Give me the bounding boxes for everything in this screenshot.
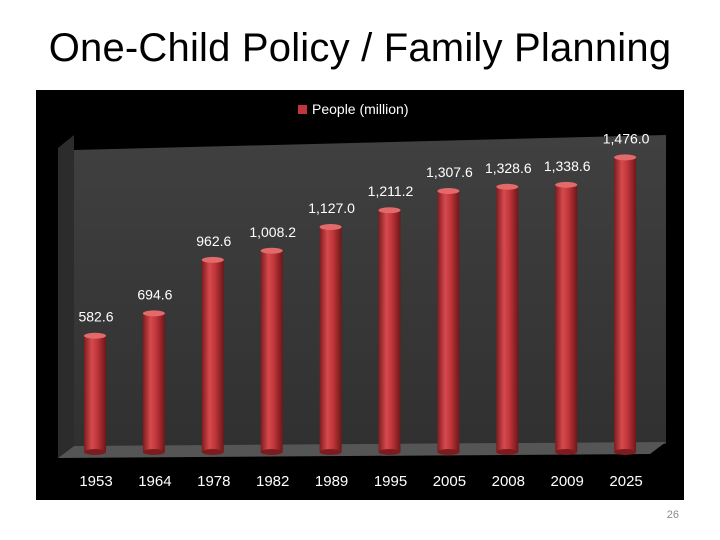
bar-1982 (260, 250, 283, 452)
category-label-2008: 2008 (492, 473, 525, 490)
bar-2008 (496, 186, 519, 452)
slide-title: One-Child Policy / Family Planning (48, 26, 672, 70)
category-label-2009: 2009 (551, 473, 584, 490)
bar-2009 (555, 184, 578, 452)
bar-2025 (614, 157, 637, 452)
bar-base-2009 (555, 449, 578, 455)
bar-base-1978 (201, 449, 224, 455)
bar-base-1995 (378, 449, 401, 455)
value-label-1982: 1,008.2 (249, 224, 296, 240)
category-label-1953: 1953 (79, 473, 112, 490)
bar-cap-2008 (496, 183, 519, 190)
bar-cap-1989 (319, 224, 342, 231)
value-label-2005: 1,307.6 (426, 164, 473, 180)
bar-base-1982 (260, 449, 283, 455)
page-number: 26 (666, 509, 679, 521)
bar-1995 (378, 210, 401, 452)
category-label-1964: 1964 (138, 473, 171, 490)
category-label-1978: 1978 (197, 473, 230, 490)
bar-chart: People (million) 582.6 694.6 962.6 1,008.2 1… (58, 101, 666, 490)
bar-1953 (84, 335, 106, 452)
bar-1989 (319, 227, 342, 452)
category-label-1982: 1982 (256, 473, 289, 490)
category-label-2005: 2005 (433, 473, 466, 490)
value-label-1964: 694.6 (137, 286, 172, 302)
bar-2005 (437, 191, 460, 452)
category-labels-group: 1953 1964 1978 1982 1989 1995 2005 2008 2009 2025 (79, 473, 642, 490)
bar-1964 (142, 313, 165, 452)
bar-cap-1995 (378, 207, 401, 214)
legend-label: People (million) (312, 101, 408, 117)
bar-cap-1953 (84, 332, 106, 339)
category-label-1995: 1995 (374, 473, 407, 490)
bar-base-1953 (84, 449, 106, 455)
value-label-1995: 1,211.2 (368, 183, 414, 199)
value-label-1989: 1,127.0 (308, 200, 355, 216)
bar-cap-1978 (201, 256, 224, 263)
bar-cap-2025 (614, 154, 637, 161)
bar-cap-2009 (555, 181, 578, 188)
value-label-1978: 962.6 (196, 233, 231, 249)
bar-base-2025 (614, 449, 637, 455)
category-label-2025: 2025 (609, 473, 642, 490)
chart-panel: People (million) 582.6 694.6 962.6 1,008.2 1… (36, 90, 684, 500)
bar-cap-1964 (142, 310, 165, 317)
value-label-1953: 582.6 (78, 309, 113, 325)
bar-1978 (201, 259, 224, 452)
value-label-2009: 1,338.6 (544, 158, 591, 174)
value-labels-group: 582.6 694.6 962.6 1,008.2 1,127.0 1,211.2 1,30… (78, 130, 649, 324)
bar-base-1964 (142, 449, 165, 455)
legend-swatch (298, 105, 307, 114)
bar-base-2008 (496, 449, 519, 455)
value-label-2025: 1,476.0 (603, 130, 650, 146)
bar-cap-1982 (260, 247, 283, 254)
bar-base-1989 (319, 449, 342, 455)
category-label-1989: 1989 (315, 473, 348, 490)
value-label-2008: 1,328.6 (485, 160, 532, 176)
bar-cap-2005 (437, 188, 460, 195)
plot-side-wall (58, 135, 74, 458)
legend: People (million) (298, 101, 408, 117)
bar-base-2005 (437, 449, 460, 455)
bars-group (84, 154, 637, 455)
